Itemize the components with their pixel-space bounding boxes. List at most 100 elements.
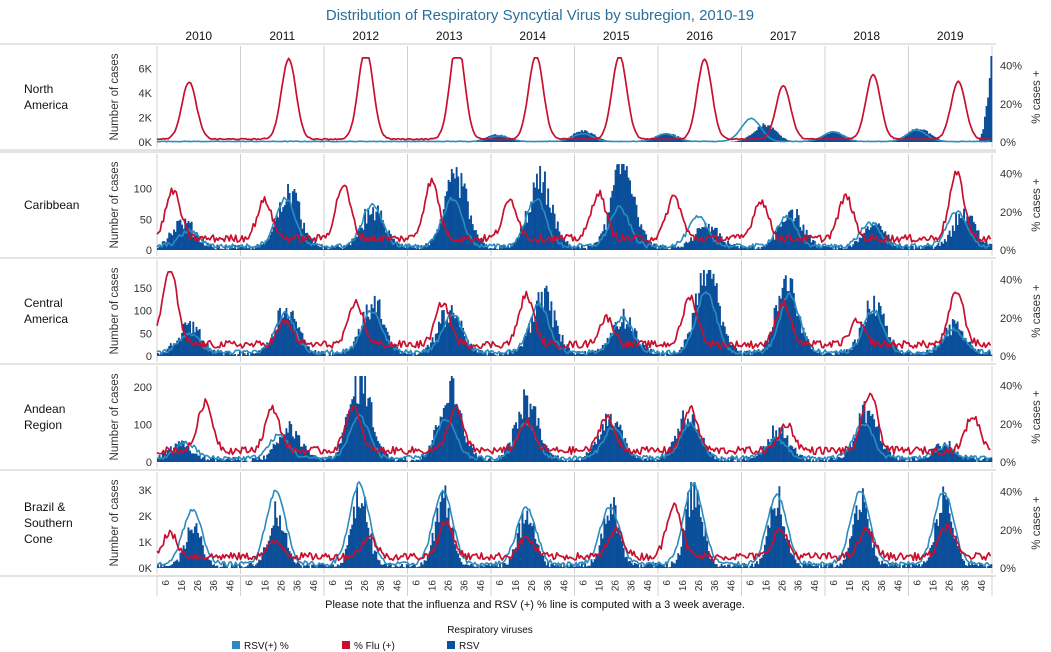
rsv-bar [251, 457, 254, 462]
rsv-bar [796, 315, 799, 356]
rsv-bar [972, 457, 975, 462]
rsv-bar [380, 210, 383, 250]
rsv-bar [842, 249, 845, 250]
rsv-bar [256, 352, 259, 356]
rsv-bar [450, 305, 453, 356]
rsv-bar [980, 133, 983, 142]
rsv-bar [460, 561, 463, 568]
rsv-bar [871, 547, 874, 568]
rsv-bar [641, 567, 644, 568]
rsv-bar [580, 244, 583, 250]
rsv-bar [542, 309, 545, 356]
rsv-bar [561, 140, 564, 142]
rsv-bar [674, 134, 676, 142]
region-label: Brazil & Southern Cone [24, 500, 73, 546]
rsv-bar [908, 352, 911, 356]
rsv-bar [895, 344, 898, 356]
rsv-bar [881, 314, 884, 356]
rsv-bar [356, 403, 359, 462]
year-header: 2010 2011 2012 2013 2014 2015 2016 2017 2018 2019 [153, 29, 996, 45]
left-tick-label: 100 [134, 184, 152, 196]
rsv-bar [956, 321, 959, 356]
rsv-bar [449, 181, 452, 250]
rsv-bar [948, 513, 951, 568]
rsv-bar [633, 196, 636, 250]
rsv-bar [760, 126, 763, 142]
rsv-bar [434, 233, 437, 250]
rsv-bar [526, 395, 529, 462]
rsv-bar [754, 563, 757, 568]
rsv-bar [246, 248, 249, 250]
rsv-bar [601, 538, 604, 568]
rsv-bar [272, 226, 275, 250]
rsv-bar [772, 127, 774, 142]
rsv-bar [269, 449, 272, 462]
rsv-bar [571, 248, 574, 250]
rsv-bar [254, 457, 257, 462]
rsv-bar [279, 307, 281, 356]
rsv-bar [922, 456, 925, 462]
rsv-bar [908, 131, 911, 142]
rsv-bar [972, 349, 975, 356]
rsv-bar [592, 350, 595, 356]
rsv-bar [877, 302, 880, 356]
rsv-bar [240, 246, 243, 250]
rsv-bar [661, 353, 664, 356]
right-axis-title: % cases + [1031, 496, 1043, 550]
rsv-bar [287, 317, 289, 356]
rsv-bar [216, 565, 219, 568]
week-tick-label: 6 [913, 580, 924, 586]
rsv-bar [987, 244, 990, 250]
rsv-bar [376, 300, 379, 356]
rsv-bar [354, 336, 357, 356]
rsv-bar [421, 349, 424, 356]
rsv-bar [603, 430, 606, 462]
rsv-pct-line [157, 413, 991, 462]
rsv-bar [894, 245, 896, 250]
rsv-bar [739, 565, 742, 568]
rsv-bar [539, 551, 542, 568]
rsv-bar [344, 245, 347, 250]
rsv-bar [934, 246, 937, 250]
right-axis-title: % cases + [1031, 284, 1043, 338]
rsv-bar [396, 347, 399, 356]
rsv-bar [580, 130, 583, 142]
rsv-bar [455, 167, 458, 250]
rsv-bar [808, 345, 811, 356]
rsv-bar [534, 316, 537, 356]
rsv-bar [744, 460, 747, 462]
rsv-bar [786, 217, 789, 250]
rsv-bar [905, 567, 908, 568]
rsv-bar [765, 447, 768, 462]
rsv-bar [584, 247, 587, 250]
rsv-bar [712, 273, 715, 356]
rsv-bar [841, 134, 843, 142]
rsv-bar [205, 343, 208, 356]
rsv-bar [185, 446, 188, 462]
rsv-bar [245, 245, 248, 250]
rsv-bar [222, 563, 225, 568]
rsv-bar [505, 246, 508, 250]
rsv-bar [338, 353, 341, 356]
rsv-bar [272, 336, 275, 356]
rsv-bar [476, 234, 479, 250]
rsv-bar [473, 350, 476, 356]
rsv-bar [182, 323, 185, 356]
rsv-bar [209, 351, 212, 356]
year-label: 2013 [436, 29, 463, 43]
rsv-bar [694, 507, 697, 568]
rsv-bar [651, 137, 654, 142]
rsv-bar [608, 520, 611, 568]
rsv-bar [348, 350, 350, 356]
rsv-bar [985, 105, 988, 142]
rsv-bar [667, 134, 670, 142]
rsv-bar [328, 455, 331, 462]
rsv-bar [380, 564, 383, 568]
rsv-bar [287, 183, 289, 250]
rsv-bar [201, 238, 204, 250]
rsv-bar [410, 352, 413, 356]
rsv-bar [487, 458, 490, 462]
rsv-bar [269, 535, 272, 568]
rsv-bar [224, 245, 227, 250]
rsv-bar [222, 460, 225, 462]
